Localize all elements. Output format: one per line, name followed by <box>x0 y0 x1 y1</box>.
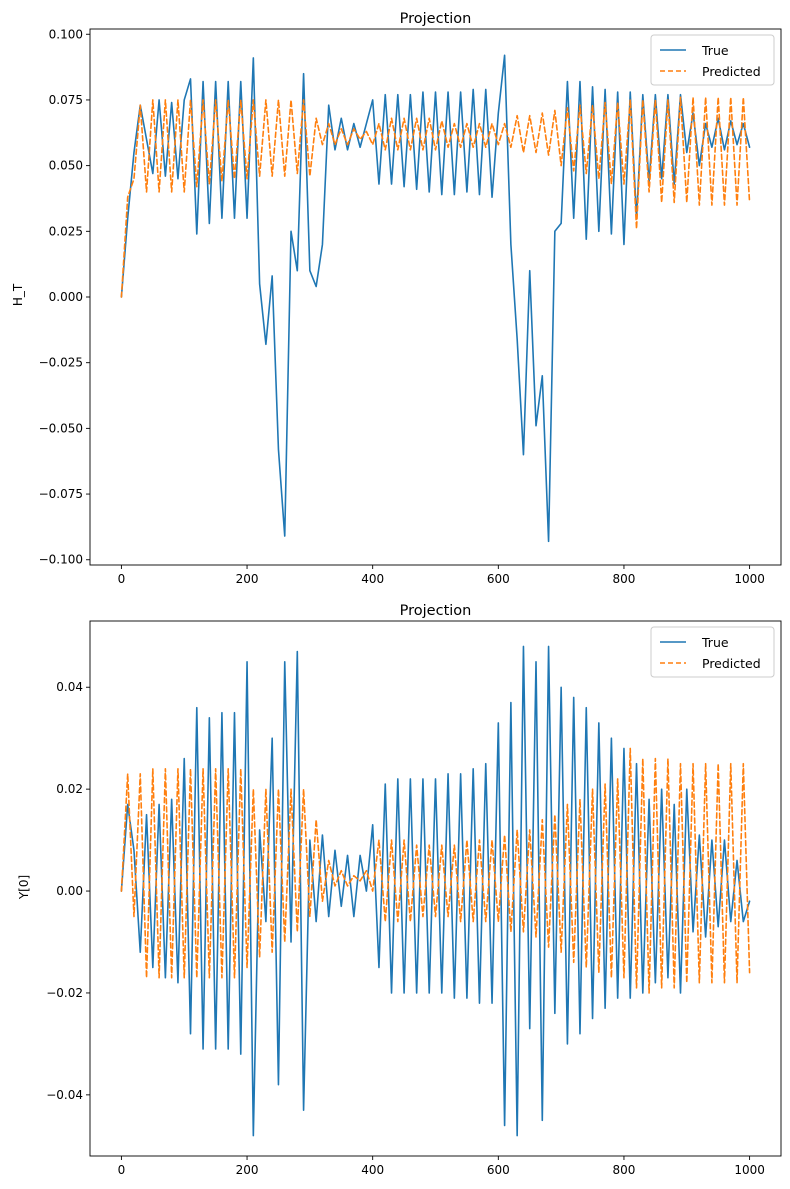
y-tick-label: 0.050 <box>49 159 83 173</box>
y-tick-label: −0.100 <box>39 553 83 567</box>
y-tick-label: 0.025 <box>49 224 83 238</box>
x-tick-label: 0 <box>118 1163 126 1177</box>
x-tick-label: 1000 <box>734 1163 765 1177</box>
x-tick-label: 600 <box>487 1163 510 1177</box>
y-tick-label: 0.00 <box>56 884 83 898</box>
y-tick-label: 0.02 <box>56 782 83 796</box>
y-tick-label: 0.04 <box>56 680 83 694</box>
y-axis: −0.04 −0.02 0.00 0.02 0.04 <box>46 680 90 1102</box>
y-tick-label: −0.050 <box>39 421 83 435</box>
x-tick-label: 800 <box>613 1163 636 1177</box>
y-tick-label: −0.075 <box>39 487 83 501</box>
y-tick-label: −0.025 <box>39 356 83 370</box>
y-tick-label: 0.100 <box>49 27 83 41</box>
x-tick-label: 1000 <box>734 572 765 586</box>
y-tick-label: −0.02 <box>46 986 83 1000</box>
series-line-true <box>120 645 751 1137</box>
x-tick-label: 400 <box>361 1163 384 1177</box>
x-axis: 0 200 400 600 800 1000 <box>118 565 765 586</box>
x-tick-label: 0 <box>118 572 126 586</box>
y-axis-label: H_T <box>11 283 25 306</box>
axes-frame <box>89 620 782 1157</box>
chart-title: Projection <box>400 11 472 27</box>
legend: True Predicted <box>650 34 775 86</box>
y-axis-label: Y[0] <box>17 875 31 900</box>
legend-label-true: True <box>701 635 729 650</box>
x-tick-label: 800 <box>613 572 636 586</box>
legend: True Predicted <box>650 626 775 678</box>
axes-border <box>89 620 782 1157</box>
x-tick-label: 400 <box>361 572 384 586</box>
legend-label-true: True <box>701 43 729 58</box>
subplot-1: Projection H_T 0 200 400 600 800 1000 −0.100−… <box>11 11 782 586</box>
x-tick-label: 200 <box>236 572 259 586</box>
subplot-2: Projection Y[0] 0 200 400 600 800 1000 −0.04−… <box>17 603 782 1177</box>
series-line-predicted <box>120 96 751 298</box>
plot-area <box>120 645 751 1137</box>
legend-box <box>650 626 775 678</box>
y-tick-label: 0.000 <box>49 290 83 304</box>
y-tick-label: −0.04 <box>46 1088 83 1102</box>
chart-title: Projection <box>400 603 472 619</box>
plot-area <box>120 54 751 543</box>
legend-label-predicted: Predicted <box>702 64 761 79</box>
legend-box <box>650 34 775 86</box>
x-axis: 0 200 400 600 800 1000 <box>118 1156 765 1177</box>
x-tick-label: 200 <box>236 1163 259 1177</box>
legend-label-predicted: Predicted <box>702 656 761 671</box>
x-tick-label: 600 <box>487 572 510 586</box>
series-line-predicted <box>120 747 751 994</box>
y-axis: −0.100 −0.075 −0.050 −0.025 0.000 0.025 0.050 0… <box>39 27 90 567</box>
y-tick-label: 0.075 <box>49 93 83 107</box>
